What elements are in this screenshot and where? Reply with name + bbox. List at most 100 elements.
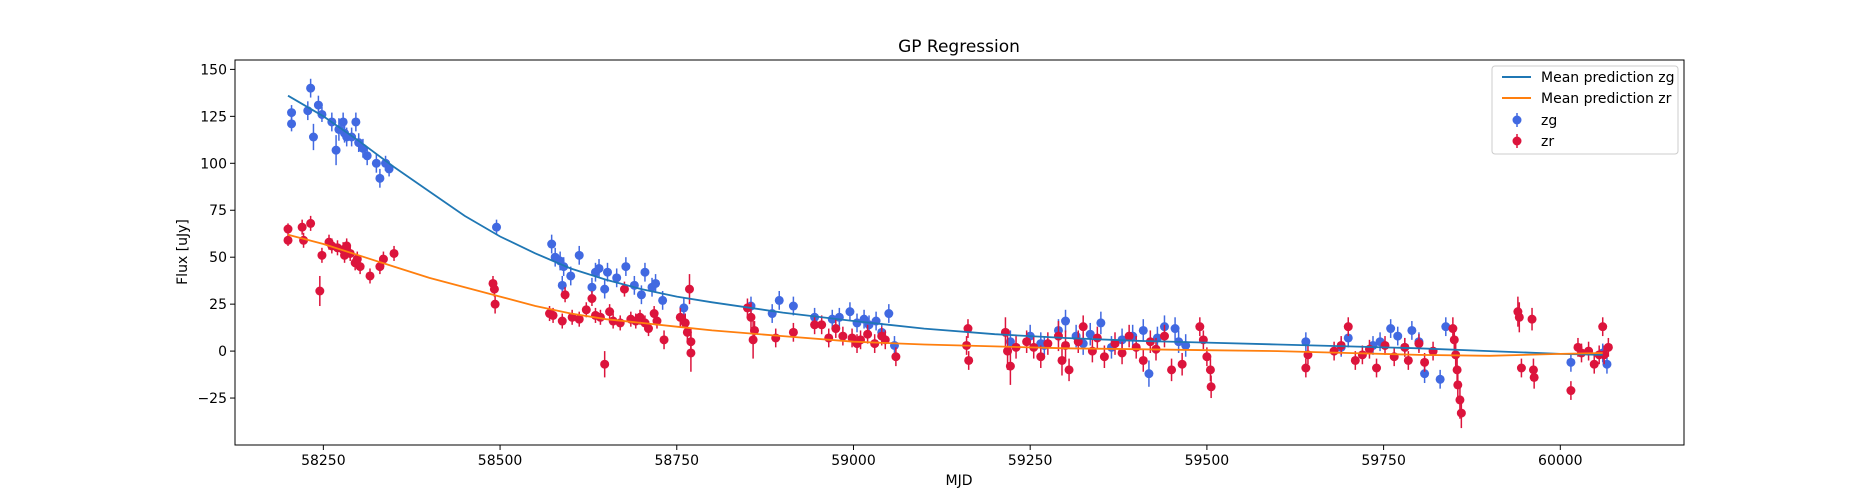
series-line-mean-prediction-zr: [287, 233, 1603, 357]
data-point-zg: [313, 100, 323, 110]
legend-box: [1491, 65, 1679, 155]
x-axis-label: MJD: [946, 473, 973, 489]
data-point-zr: [1057, 355, 1067, 365]
data-point-zr: [1099, 352, 1109, 362]
data-point-zr: [1110, 339, 1120, 349]
data-point-zr: [1301, 363, 1311, 373]
data-point-zr: [1177, 359, 1187, 369]
data-point-zr: [863, 329, 873, 339]
data-point-zg: [612, 273, 622, 283]
data-point-zg: [1393, 331, 1403, 341]
data-point-zr: [1343, 322, 1353, 332]
y-tick-label: 150: [200, 62, 227, 78]
data-point-zr: [1403, 355, 1413, 365]
data-point-zg: [600, 284, 610, 294]
data-point-zr: [838, 331, 848, 341]
plot-area: [234, 59, 1685, 446]
legend-label-mean-zr: Mean prediction zr: [1541, 91, 1672, 107]
data-point-zg: [287, 108, 297, 118]
data-point-zg: [884, 309, 894, 319]
data-point-zr: [1053, 331, 1063, 341]
data-point-zg: [1181, 340, 1191, 350]
y-tick-label: −25: [197, 391, 227, 407]
data-point-zr: [748, 335, 758, 345]
data-point-zr: [1566, 386, 1576, 396]
data-point-zg: [1343, 333, 1353, 343]
data-point-zr: [746, 312, 756, 322]
data-point-zg: [587, 282, 597, 292]
data-point-zg: [351, 117, 361, 127]
y-tick-label: 25: [209, 297, 227, 313]
data-point-zg: [594, 263, 604, 273]
data-point-zr: [964, 355, 974, 365]
data-point-zr: [489, 284, 499, 294]
data-point-zr: [581, 305, 591, 315]
data-point-zg: [679, 303, 689, 313]
axes-frame: [234, 59, 1685, 446]
data-point-zg: [362, 151, 372, 161]
data-point-zr: [355, 262, 365, 272]
data-point-zr: [1448, 324, 1458, 334]
data-point-zg: [384, 164, 394, 174]
data-point-zr: [659, 335, 669, 345]
x-tick-label: 58500: [478, 453, 523, 469]
data-point-zr: [831, 324, 841, 334]
x-axis: 58250 58500 58750 59000 59250 59500 59750 60000: [301, 445, 1583, 469]
y-tick-label: 125: [200, 109, 227, 125]
data-point-zr: [1195, 322, 1205, 332]
legend-marker-zg: [1512, 115, 1522, 125]
data-point-zr: [297, 222, 307, 232]
data-point-zg: [338, 117, 348, 127]
data-point-zg: [1386, 324, 1396, 334]
data-point-zr: [1527, 314, 1537, 324]
data-point-zr: [1514, 312, 1524, 322]
data-point-zr: [891, 352, 901, 362]
data-point-zg: [574, 250, 584, 260]
data-point-zr: [682, 327, 692, 337]
data-point-zg: [1301, 337, 1311, 347]
data-point-zr: [315, 286, 325, 296]
data-point-zg: [621, 262, 631, 272]
data-point-zr: [1357, 350, 1367, 360]
data-point-zg: [658, 295, 668, 305]
x-tick-label: 58250: [301, 453, 346, 469]
data-point-zr: [1092, 333, 1102, 343]
y-tick-label: 75: [209, 203, 227, 219]
data-point-zr: [1036, 352, 1046, 362]
data-point-zg: [1566, 357, 1576, 367]
legend-marker-zr: [1512, 136, 1522, 146]
data-point-zr: [1603, 342, 1613, 352]
data-point-zr: [342, 241, 352, 251]
data-point-zg: [1152, 333, 1162, 343]
data-point-zr: [557, 316, 567, 326]
data-point-zr: [1455, 395, 1465, 405]
data-point-zg: [774, 295, 784, 305]
data-point-zg: [1420, 369, 1430, 379]
data-point-zg: [1407, 325, 1417, 335]
data-point-zg: [788, 301, 798, 311]
data-point-zg: [1085, 329, 1095, 339]
data-point-zr: [283, 235, 293, 245]
data-point-zr: [1449, 335, 1459, 345]
data-point-zr: [1516, 363, 1526, 373]
y-tick-label: 50: [209, 250, 227, 266]
data-point-zg: [287, 119, 297, 129]
data-point-zr: [548, 310, 558, 320]
x-tick-label: 59000: [831, 453, 876, 469]
data-point-zg: [1096, 318, 1106, 328]
data-point-zr: [560, 290, 570, 300]
data-point-zr: [1043, 339, 1053, 349]
data-point-zg: [547, 239, 557, 249]
data-point-zg: [640, 267, 650, 277]
data-point-zr: [389, 248, 399, 258]
data-point-zr: [643, 324, 653, 334]
x-tick-label: 58750: [654, 453, 699, 469]
data-point-zr: [1414, 339, 1424, 349]
data-point-zg: [492, 222, 502, 232]
data-point-zr: [750, 325, 760, 335]
x-tick-label: 60000: [1538, 453, 1583, 469]
data-point-zr: [1078, 322, 1088, 332]
chart-title: GP Regression: [898, 37, 1020, 57]
x-tick-label: 59250: [1008, 453, 1053, 469]
